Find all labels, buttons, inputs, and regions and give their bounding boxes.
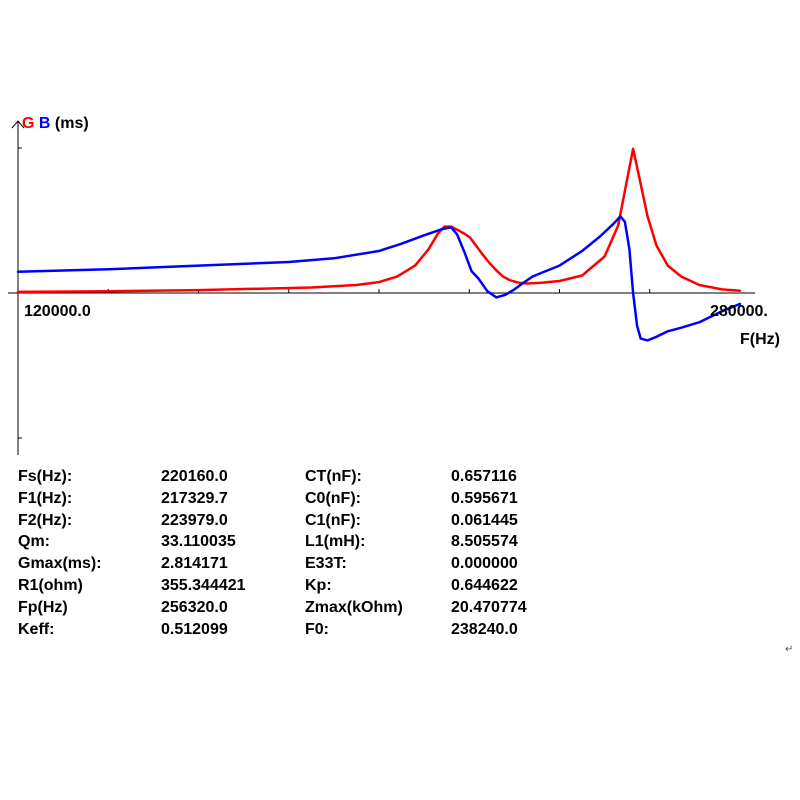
param-value: 0.061445 (451, 511, 518, 529)
param-name: C0(nF): (305, 489, 361, 507)
x-tick-label-max: 280000. (710, 303, 768, 320)
param-name: Keff: (18, 620, 55, 638)
param-value: 8.505574 (451, 533, 518, 551)
param-value: 223979.0 (161, 511, 228, 529)
param-name: Zmax(kOhm) (305, 598, 403, 616)
param-name: Fs(Hz): (18, 468, 73, 485)
param-name: Kp: (305, 576, 332, 594)
series-line-g (16, 147, 742, 294)
param-value: 20.470774 (451, 598, 527, 616)
y-unit-label: (ms) (54, 115, 89, 132)
param-value: 238240.0 (451, 620, 518, 638)
y-axis-arrow (11, 120, 25, 129)
param-name: R1(ohm) (18, 576, 83, 594)
param-name: L1(mH): (305, 533, 366, 551)
param-name: E33T: (305, 555, 347, 573)
series-b-label: B (38, 115, 51, 132)
param-name: C1(nF): (305, 511, 361, 529)
param-value: 0.644622 (451, 576, 518, 594)
param-value: 217329.7 (161, 489, 228, 507)
x-tick-label-min: 120000.0 (24, 303, 91, 320)
impedance-chart (8, 120, 755, 455)
x-axis-label: F(Hz) (740, 331, 780, 348)
param-value: 355.344421 (161, 576, 246, 594)
series-line-b (16, 215, 742, 342)
param-value: 0.657116 (451, 468, 517, 485)
param-name: F2(Hz): (18, 511, 73, 529)
param-value: 0.595671 (451, 489, 518, 507)
param-name: Qm: (18, 533, 50, 551)
param-value: 0.512099 (161, 620, 228, 638)
param-value: 2.814171 (161, 555, 228, 573)
param-name: Gmax(ms): (18, 555, 102, 573)
param-value: 0.000000 (451, 555, 518, 573)
param-name: CT(nF): (305, 468, 362, 485)
param-name: F1(Hz): (18, 489, 73, 507)
param-value: 33.110035 (161, 533, 236, 551)
param-name: Fp(Hz) (18, 598, 68, 616)
y-axis-title: G B (ms) (22, 115, 89, 133)
param-value: 220160.0 (161, 468, 228, 485)
param-name: F0: (305, 620, 329, 638)
param-value: 256320.0 (161, 598, 228, 616)
series-g-label: G (22, 115, 35, 132)
paragraph-mark: ↵ (785, 644, 794, 655)
